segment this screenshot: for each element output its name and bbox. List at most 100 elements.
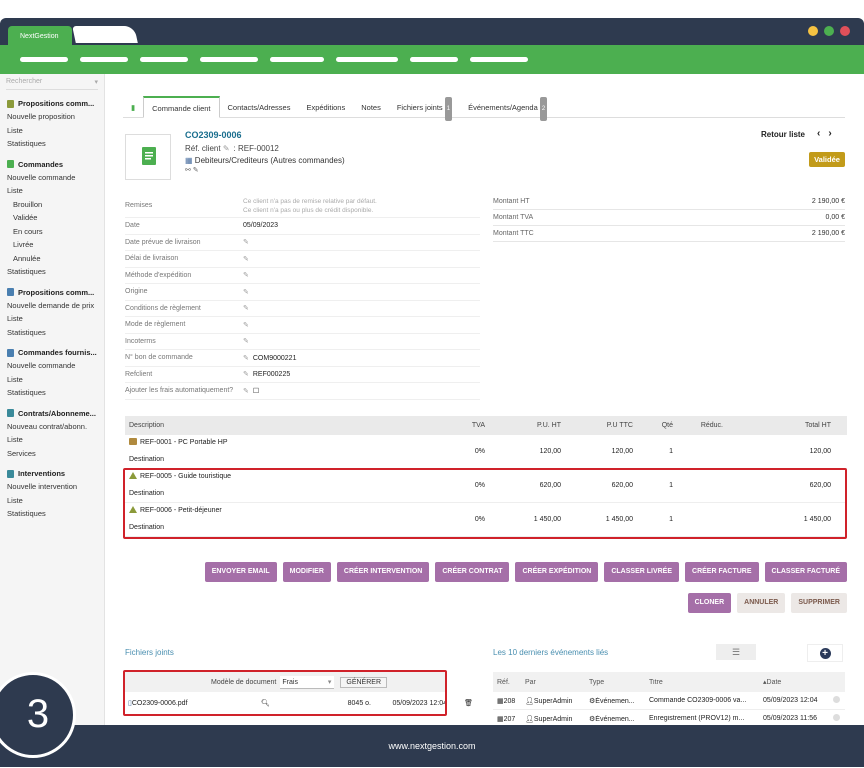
sidebar-subitem[interactable]: Validée <box>13 213 38 222</box>
edit-pencil-icon[interactable]: ✎ <box>243 338 249 346</box>
browser-tab-active[interactable]: NextGestion <box>8 26 72 45</box>
trash-icon[interactable]: 🗑︎ <box>464 700 473 707</box>
tab-evenements[interactable]: Événements/Agenda 2 <box>460 96 555 121</box>
action-button[interactable]: ANNULER <box>737 593 786 613</box>
menu-item[interactable] <box>20 57 68 62</box>
sidebar-item[interactable]: Statistiques <box>7 509 46 518</box>
action-button[interactable]: CRÉER FACTURE <box>685 562 759 582</box>
sidebar-subitem[interactable]: En cours <box>13 226 43 236</box>
preview-magnifier-icon[interactable]: 🔍︎ <box>261 700 270 707</box>
menu-item[interactable] <box>140 57 188 62</box>
sidebar-item[interactable]: Statistiques <box>7 139 46 148</box>
menu-item[interactable] <box>470 57 528 62</box>
table-row[interactable]: REF-0005 - Guide touristique Destination 0… <box>125 469 847 503</box>
action-button[interactable]: MODIFIER <box>282 562 331 582</box>
minimize-dot-icon[interactable] <box>808 26 818 36</box>
event-user[interactable]: 👤︎SuperAdmin <box>525 697 589 705</box>
browser-tab-new[interactable] <box>72 26 138 43</box>
link-icon[interactable]: ⚯ ✎ <box>185 167 199 174</box>
action-button[interactable]: CRÉER CONTRAT <box>435 562 510 582</box>
menu-item[interactable] <box>200 57 258 62</box>
checkbox-icon[interactable]: ☐ <box>252 387 260 395</box>
tab-contacts[interactable]: Contacts/Adresses <box>227 103 291 112</box>
table-row[interactable]: REF-0006 - Petit-déjeuner Destination 0% 1 … <box>125 503 847 537</box>
event-ref[interactable]: ▦207 <box>493 715 525 723</box>
sidebar-item[interactable]: Liste <box>7 435 23 444</box>
maximize-dot-icon[interactable] <box>824 26 834 36</box>
tab-commande-client[interactable]: Commande client <box>143 96 220 118</box>
close-dot-icon[interactable] <box>840 26 850 36</box>
action-button[interactable]: SUPPRIMER <box>791 593 847 613</box>
sidebar-subitem[interactable]: Annulée <box>13 253 41 263</box>
action-button[interactable]: CLONER <box>687 593 732 613</box>
generate-button[interactable]: GÉNÉRER <box>340 676 388 688</box>
action-button[interactable]: CRÉER EXPÉDITION <box>515 562 599 582</box>
sidebar-item[interactable]: Nouvelle proposition <box>7 112 75 121</box>
tab-expeditions[interactable]: Expéditions <box>306 103 346 112</box>
search-input[interactable]: Rechercher <box>6 78 43 85</box>
event-ref[interactable]: ▦208 <box>493 697 525 705</box>
sidebar-search[interactable]: Rechercher ▾ <box>6 78 98 90</box>
sidebar-section-1[interactable]: Commandes <box>0 158 104 171</box>
edit-pencil-icon[interactable]: ✎ <box>243 321 249 329</box>
tab-card-icon[interactable]: ▮ <box>131 103 136 112</box>
list-view-icon[interactable]: ☰ <box>716 644 756 660</box>
line-product[interactable]: REF-0001 - PC Portable HP <box>129 435 445 452</box>
sidebar-subitem[interactable]: Brouillon <box>13 199 43 209</box>
sidebar-section-2[interactable]: Propositions comm... <box>0 286 104 299</box>
sidebar-item[interactable]: Liste <box>7 314 23 323</box>
edit-pencil-icon[interactable]: ✎ <box>243 371 249 379</box>
sidebar-item[interactable]: Statistiques <box>7 327 46 337</box>
retour-liste-link[interactable]: Retour liste <box>761 130 806 139</box>
file-link[interactable]: ▯CO2309-0006.pdf <box>125 699 261 707</box>
events-header-date[interactable]: ▴Date <box>763 678 833 686</box>
edit-pencil-icon[interactable]: ✎ <box>243 239 249 247</box>
sidebar-subitem[interactable]: Livrée <box>13 240 34 249</box>
line-product[interactable]: REF-0006 - Petit-déjeuner <box>129 503 445 520</box>
sidebar-item[interactable]: Nouvelle commande <box>7 361 76 370</box>
edit-pencil-icon[interactable]: ✎ <box>243 354 249 362</box>
model-select[interactable]: Frais ▾ <box>280 675 335 689</box>
sidebar-item[interactable]: Nouvelle demande de prix <box>7 300 95 310</box>
action-row-2: CLONER ANNULER SUPPRIMER <box>105 593 847 613</box>
event-user[interactable]: 👤︎SuperAdmin <box>525 715 589 723</box>
sidebar-item[interactable]: Nouveau contrat/abonn. <box>7 421 88 431</box>
sidebar-section-5[interactable]: Interventions <box>0 467 104 480</box>
edit-pencil-icon[interactable]: ✎ <box>243 305 249 313</box>
edit-pencil-icon[interactable]: ✎ <box>243 288 249 296</box>
action-button[interactable]: ENVOYER EMAIL <box>204 562 277 582</box>
sidebar-item[interactable]: Liste <box>7 495 23 505</box>
add-event-button[interactable]: + <box>807 644 843 662</box>
tab-fichiers-joints[interactable]: Fichiers joints 1 <box>389 96 460 121</box>
next-arrow-icon[interactable]: › <box>828 128 840 139</box>
tab-notes[interactable]: Notes <box>361 103 381 112</box>
sidebar-item[interactable]: Liste <box>7 125 23 135</box>
edit-pencil-icon[interactable]: ✎ <box>243 387 249 395</box>
edit-pencil-icon[interactable]: ✎ <box>243 272 249 280</box>
edit-pencil-icon[interactable]: ✎ <box>243 255 249 263</box>
sidebar-item[interactable]: Liste <box>7 186 23 195</box>
action-button[interactable]: CRÉER INTERVENTION <box>336 562 430 582</box>
table-row[interactable]: REF-0001 - PC Portable HP Destination 0% 12… <box>125 435 847 469</box>
menu-item[interactable] <box>410 57 458 62</box>
edit-pencil-icon[interactable]: ✎ <box>222 144 230 153</box>
menu-item[interactable] <box>80 57 128 62</box>
sidebar-section-0[interactable]: Propositions comm... <box>0 97 104 110</box>
sidebar-item[interactable]: Services <box>7 448 36 458</box>
sidebar-section-3[interactable]: Commandes fournis... <box>0 346 104 359</box>
sidebar-item[interactable]: Statistiques <box>7 267 46 276</box>
action-button[interactable]: CLASSER LIVRÉE <box>604 562 680 582</box>
thirdparty-link[interactable]: ▦ Debiteurs/Crediteurs (Autres commandes… <box>185 156 345 174</box>
action-button[interactable]: CLASSER FACTURÉ <box>764 562 847 582</box>
sidebar-item[interactable]: Statistiques <box>7 388 46 397</box>
table-row[interactable]: ▦208 👤︎SuperAdmin ⚙Événemen... Commande CO2… <box>493 692 845 710</box>
sidebar-item[interactable]: Liste <box>7 374 23 384</box>
previous-arrow-icon[interactable]: ‹ <box>817 128 829 139</box>
sidebar-section-4[interactable]: Contrats/Abonneme... <box>0 407 104 420</box>
line-product[interactable]: REF-0005 - Guide touristique <box>129 469 445 486</box>
chevron-down-icon[interactable]: ▾ <box>94 79 98 86</box>
menu-item[interactable] <box>336 57 398 62</box>
sidebar-item[interactable]: Nouvelle intervention <box>7 482 78 491</box>
sidebar-item[interactable]: Nouvelle commande <box>7 172 76 182</box>
menu-item[interactable] <box>270 57 324 62</box>
